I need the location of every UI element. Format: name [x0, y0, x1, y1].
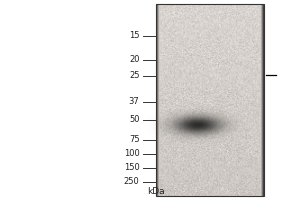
Bar: [156, 4, 264, 196]
Text: 75: 75: [129, 136, 140, 144]
Text: 50: 50: [129, 116, 140, 124]
Text: 37: 37: [129, 98, 140, 106]
Text: 20: 20: [129, 55, 140, 64]
Text: kDa: kDa: [147, 188, 165, 196]
Text: 150: 150: [124, 164, 140, 172]
Text: 25: 25: [129, 72, 140, 80]
Text: 100: 100: [124, 150, 140, 158]
Text: 15: 15: [129, 31, 140, 40]
Text: 250: 250: [124, 178, 140, 186]
